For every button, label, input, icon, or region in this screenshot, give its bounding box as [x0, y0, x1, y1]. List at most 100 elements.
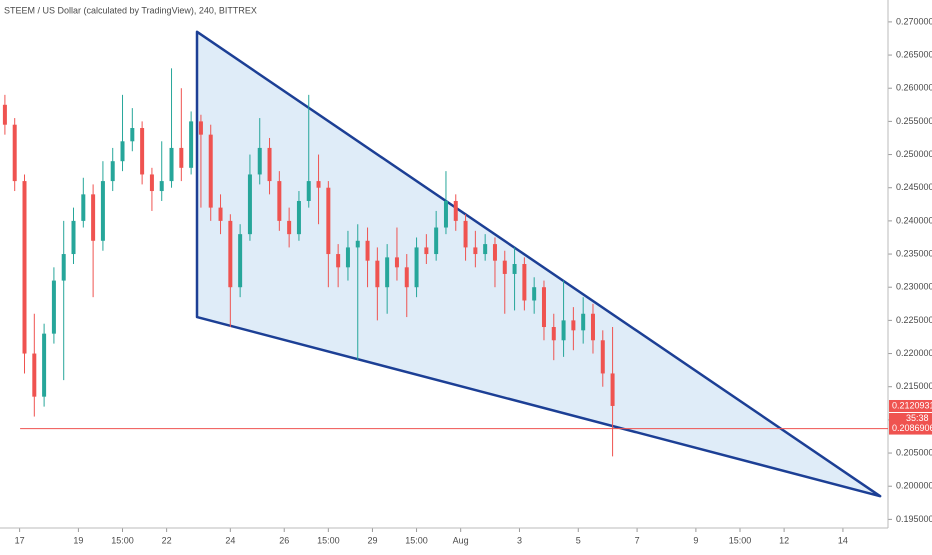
y-tick-label: 0.26500000	[896, 49, 932, 59]
candle-body	[590, 313, 595, 341]
y-tick-label: 0.24000000	[896, 215, 932, 225]
candle-body	[189, 121, 194, 168]
candle-body	[345, 247, 350, 268]
candle-body	[91, 194, 96, 241]
candle-body	[238, 234, 243, 288]
x-tick-label: 15:00	[405, 535, 428, 545]
x-tick-label: 14	[838, 535, 848, 545]
candle-body	[316, 181, 321, 188]
candle-body	[267, 147, 272, 182]
candle-body	[2, 104, 7, 125]
y-tick-label: 0.26000000	[896, 83, 932, 93]
x-tick-label: 19	[73, 535, 83, 545]
x-tick-label: Aug	[453, 535, 469, 545]
candle-body	[483, 244, 488, 255]
candle-body	[473, 247, 478, 255]
y-tick-label: 0.22500000	[896, 315, 932, 325]
x-tick-label: 24	[225, 535, 235, 545]
candle-body	[610, 373, 615, 406]
candle-body	[257, 147, 262, 175]
candle-body	[120, 141, 125, 162]
candle-body	[277, 181, 282, 221]
candle-body	[32, 353, 37, 397]
x-tick-label: 29	[367, 535, 377, 545]
candle-body	[326, 187, 331, 255]
candle-body	[130, 128, 135, 142]
candle-body	[414, 247, 419, 288]
y-tick-label: 0.24500000	[896, 182, 932, 192]
candle-body	[198, 121, 203, 135]
candle-body	[502, 260, 507, 274]
candle-body	[218, 207, 223, 221]
candle-body	[296, 200, 301, 235]
y-tick-label: 0.25500000	[896, 116, 932, 126]
candle-body	[12, 124, 17, 182]
candle-body	[541, 287, 546, 328]
candle-body	[394, 257, 399, 268]
candle-body	[375, 260, 380, 288]
candle-body	[336, 254, 341, 268]
candle-body	[404, 267, 409, 288]
wedge-fill	[195, 30, 882, 498]
last-price-box	[889, 399, 932, 412]
x-tick-label: 26	[279, 535, 289, 545]
price-line-label: 0.20869066	[892, 423, 932, 433]
y-tick-label: 0.20000000	[896, 481, 932, 491]
candle-body	[110, 161, 115, 182]
candle-body	[365, 240, 370, 261]
candle-body	[463, 220, 468, 248]
candle-body	[169, 147, 174, 182]
x-tick-label: 7	[635, 535, 640, 545]
candle-body	[22, 181, 27, 354]
candle-body	[581, 313, 586, 331]
y-tick-label: 0.23000000	[896, 282, 932, 292]
y-tick-label: 0.20500000	[896, 447, 932, 457]
candle-body	[81, 194, 86, 221]
countdown-label: 35:38	[906, 413, 929, 423]
candle-body	[561, 320, 566, 341]
y-tick-label: 0.23500000	[896, 248, 932, 258]
x-tick-label: 5	[576, 535, 581, 545]
y-tick-label: 0.19500000	[896, 514, 932, 524]
candle-body	[247, 174, 252, 235]
candle-body	[600, 340, 605, 374]
y-tick-label: 0.25000000	[896, 149, 932, 159]
x-tick-label: 15:00	[111, 535, 134, 545]
x-tick-label: 3	[517, 535, 522, 545]
candle-body	[571, 320, 576, 331]
x-tick-label: 12	[779, 535, 789, 545]
x-tick-label: 15:00	[317, 535, 340, 545]
candle-body	[551, 327, 556, 341]
price-line-box	[889, 422, 932, 435]
candle-body	[385, 257, 390, 288]
candle-body	[434, 227, 439, 255]
y-tick-label: 0.22000000	[896, 348, 932, 358]
candle-body	[61, 254, 66, 281]
candle-body	[140, 128, 145, 175]
candle-body	[228, 220, 233, 288]
candle-body	[208, 134, 213, 208]
candle-body	[159, 181, 164, 192]
x-tick-label: 15:00	[729, 535, 752, 545]
candle-body	[287, 220, 292, 235]
candle-body	[355, 240, 360, 248]
candle-body	[492, 244, 497, 261]
candle-body	[424, 247, 429, 255]
candle-body	[42, 333, 47, 397]
candle-body	[149, 174, 154, 192]
candle-body	[306, 181, 311, 201]
candle-body	[71, 220, 76, 255]
y-tick-label: 0.27000000	[896, 16, 932, 26]
candle-body	[179, 147, 184, 168]
candle-body	[532, 287, 537, 301]
candle-body	[51, 280, 56, 334]
candle-body	[453, 200, 458, 221]
countdown-box	[889, 412, 932, 424]
candle-body	[522, 264, 527, 301]
candle-body	[100, 181, 105, 241]
candle-body	[443, 200, 448, 228]
x-tick-label: 22	[162, 535, 172, 545]
candle-body	[512, 264, 517, 274]
chart-title: STEEM / US Dollar (calculated by Trading…	[4, 5, 257, 15]
